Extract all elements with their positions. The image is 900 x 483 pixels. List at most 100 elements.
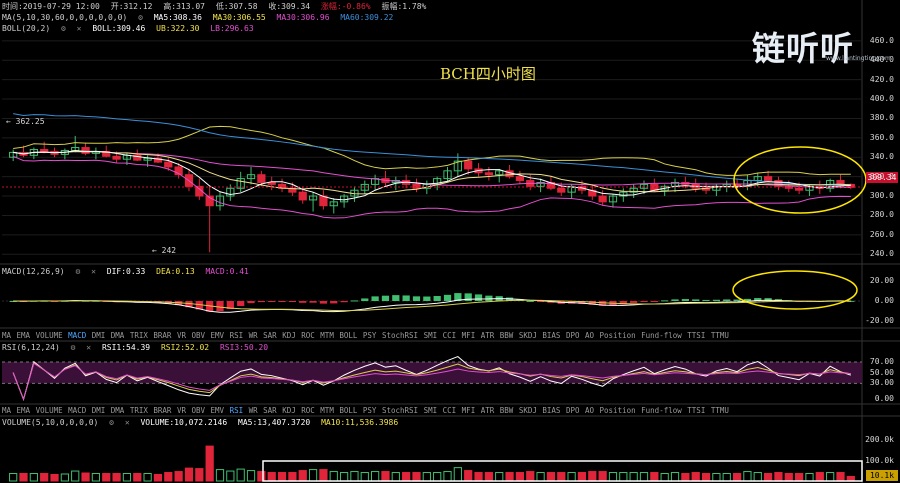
indicator-tab-vr[interactable]: VR: [176, 331, 186, 340]
indicator-tab-position[interactable]: Position: [599, 331, 636, 340]
indicator-tab-volume[interactable]: VOLUME: [35, 406, 63, 415]
gear-icon[interactable]: ⚙: [61, 24, 66, 33]
close-icon[interactable]: ✕: [76, 24, 82, 33]
close-icon[interactable]: ✕: [86, 343, 92, 352]
indicator-tab-bias[interactable]: BIAS: [542, 331, 561, 340]
indicator-tab-atr[interactable]: ATR: [480, 331, 495, 340]
indicator-tab-bbw[interactable]: BBW: [499, 331, 514, 340]
indicator-tab-dpo[interactable]: DPO: [565, 406, 580, 415]
candle: [298, 191, 307, 201]
indicator-tab-ttmu[interactable]: TTMU: [710, 406, 729, 415]
indicator-tab-smi[interactable]: SMI: [423, 406, 438, 415]
indicator-tab-stochrsi[interactable]: StochRSI: [381, 406, 419, 415]
volume-bar: [112, 472, 121, 482]
indicator-tab-cci[interactable]: CCI: [442, 331, 457, 340]
ma-label[interactable]: MA(5,10,30,60,0,0,0,0,0,0): [2, 13, 128, 22]
close-icon[interactable]: ✕: [91, 267, 96, 276]
indicator-tab-macd[interactable]: MACD: [68, 406, 87, 415]
indicator-tab-skdj[interactable]: SKDJ: [518, 331, 537, 340]
indicator-tab-wr[interactable]: WR: [248, 331, 258, 340]
indicator-tab-ttsi[interactable]: TTSI: [687, 331, 706, 340]
indicator-tab-psy[interactable]: PSY: [362, 331, 377, 340]
indicator-tab-mfi[interactable]: MFI: [461, 406, 476, 415]
boll-label[interactable]: BOLL(20,2): [2, 24, 51, 33]
macd-label[interactable]: MACD(12,26,9): [2, 267, 65, 276]
indicator-tab-dma[interactable]: DMA: [110, 406, 125, 415]
volume-label[interactable]: VOLUME(5,10,0,0,0,0): [2, 418, 99, 427]
indicator-tab-stochrsi[interactable]: StochRSI: [381, 331, 419, 340]
indicator-tab-bbw[interactable]: BBW: [499, 406, 514, 415]
indicator-tab-roc[interactable]: ROC: [301, 331, 315, 340]
indicator-tab-boll[interactable]: BOLL: [339, 406, 358, 415]
rsi2-value: RSI2:52.02: [160, 343, 210, 352]
boll-legend: BOLL(20,2) ⚙ ✕ BOLL:309.46 UB:322.30 LB:…: [2, 24, 260, 34]
indicator-tab-ema[interactable]: EMA: [16, 331, 31, 340]
indicator-tab-sar[interactable]: SAR: [263, 406, 277, 415]
macd-histogram-bar: [433, 296, 441, 301]
indicator-tab-mfi[interactable]: MFI: [461, 331, 476, 340]
volume-bar: [215, 469, 225, 482]
indicator-tab-ao[interactable]: AO: [584, 331, 595, 340]
indicator-tab-kdj[interactable]: KDJ: [282, 406, 296, 415]
volume-bar: [619, 472, 628, 482]
indicator-tab-boll[interactable]: BOLL: [339, 331, 358, 340]
indicator-tab-rsi[interactable]: RSI: [229, 331, 244, 340]
ma30b-value: MA30:306.96: [276, 13, 330, 22]
indicator-tab-sar[interactable]: SAR: [263, 331, 277, 340]
rsi-label[interactable]: RSI(6,12,24): [2, 343, 60, 352]
indicator-tab-bias[interactable]: BIAS: [542, 406, 561, 415]
close-icon[interactable]: ✕: [124, 418, 130, 427]
indicator-tab-rsi[interactable]: RSI: [229, 406, 244, 415]
indicator-tab-emv[interactable]: EMV: [210, 406, 225, 415]
indicator-tab-obv[interactable]: OBV: [191, 331, 206, 340]
volume-bar: [350, 471, 359, 482]
indicator-tab-brar[interactable]: BRAR: [153, 406, 172, 415]
indicator-tab-ttmu[interactable]: TTMU: [710, 331, 729, 340]
indicator-tab-ao[interactable]: AO: [584, 406, 595, 415]
candle: [763, 176, 773, 182]
indicator-tab-psy[interactable]: PSY: [362, 406, 377, 415]
indicator-tab-dmi[interactable]: DMI: [91, 406, 106, 415]
volume-bar: [236, 468, 245, 482]
volume-bar: [526, 471, 535, 482]
candle: [226, 187, 235, 197]
indicator-tab-obv[interactable]: OBV: [191, 406, 206, 415]
indicator-tab-fund-flow[interactable]: Fund-flow: [641, 406, 682, 415]
indicator-tab-ma[interactable]: MA: [2, 406, 12, 415]
indicator-tab-volume[interactable]: VOLUME: [35, 331, 63, 340]
indicator-tab-fund-flow[interactable]: Fund-flow: [641, 331, 682, 340]
macd-histogram-bar: [764, 298, 772, 301]
gear-icon[interactable]: ⚙: [109, 418, 114, 427]
indicator-tab-dmi[interactable]: DMI: [91, 331, 106, 340]
indicator-tab-smi[interactable]: SMI: [423, 331, 438, 340]
gear-icon[interactable]: ⚙: [70, 343, 76, 352]
volume-bar: [267, 472, 276, 482]
indicator-tab-macd[interactable]: MACD: [68, 331, 87, 340]
indicator-tab-mtm[interactable]: MTM: [320, 331, 334, 340]
indicator-tab-skdj[interactable]: SKDJ: [518, 406, 537, 415]
gear-icon[interactable]: ⚙: [75, 267, 81, 276]
candle: [795, 187, 804, 191]
ma5-line: [13, 150, 851, 201]
indicator-tab-kdj[interactable]: KDJ: [282, 331, 296, 340]
indicator-tab-cci[interactable]: CCI: [442, 406, 457, 415]
indicator-tab-ema[interactable]: EMA: [16, 406, 31, 415]
indicator-tab-roc[interactable]: ROC: [301, 406, 315, 415]
indicator-tab-ma[interactable]: MA: [2, 331, 12, 340]
gear-icon[interactable]: ⚙: [138, 13, 143, 22]
indicator-tab-emv[interactable]: EMV: [210, 331, 225, 340]
indicator-tab-position[interactable]: Position: [599, 406, 636, 415]
volume-legend: VOLUME(5,10,0,0,0,0) ⚙ ✕ VOLUME:10,072.2…: [2, 418, 404, 428]
indicator-tab-vr[interactable]: VR: [176, 406, 186, 415]
indicator-tab-brar[interactable]: BRAR: [153, 331, 172, 340]
volume-bar: [319, 469, 328, 482]
indicator-tab-mtm[interactable]: MTM: [320, 406, 334, 415]
indicator-tab-atr[interactable]: ATR: [480, 406, 495, 415]
indicator-tab-trix[interactable]: TRIX: [129, 406, 148, 415]
indicator-tab-trix[interactable]: TRIX: [129, 331, 148, 340]
ma-legend: MA(5,10,30,60,0,0,0,0,0,0) ⚙ MA5:308.36 …: [2, 13, 399, 23]
indicator-tab-dpo[interactable]: DPO: [565, 331, 580, 340]
indicator-tab-ttsi[interactable]: TTSI: [687, 406, 706, 415]
indicator-tab-wr[interactable]: WR: [248, 406, 258, 415]
indicator-tab-dma[interactable]: DMA: [110, 331, 125, 340]
